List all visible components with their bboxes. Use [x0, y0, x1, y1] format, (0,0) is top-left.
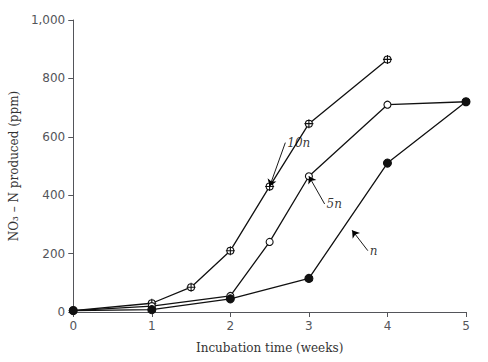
svg-text:1: 1	[148, 319, 156, 333]
svg-text:2: 2	[227, 319, 235, 333]
svg-text:800: 800	[42, 71, 65, 85]
svg-text:400: 400	[42, 188, 65, 202]
svg-text:Incubation time (weeks): Incubation time (weeks)	[196, 341, 343, 355]
svg-text:4: 4	[384, 319, 392, 333]
svg-text:0: 0	[58, 305, 66, 319]
svg-text:NO₃ – N produced (ppm): NO₃ – N produced (ppm)	[7, 91, 21, 242]
svg-text:0: 0	[69, 319, 77, 333]
svg-text:200: 200	[42, 247, 65, 261]
svg-text:10n: 10n	[287, 136, 310, 150]
svg-text:5n: 5n	[327, 197, 342, 211]
svg-text:n: n	[370, 244, 378, 258]
svg-text:5: 5	[462, 319, 470, 333]
svg-text:600: 600	[42, 130, 65, 144]
svg-text:3: 3	[305, 319, 313, 333]
svg-text:1,000: 1,000	[31, 13, 65, 27]
